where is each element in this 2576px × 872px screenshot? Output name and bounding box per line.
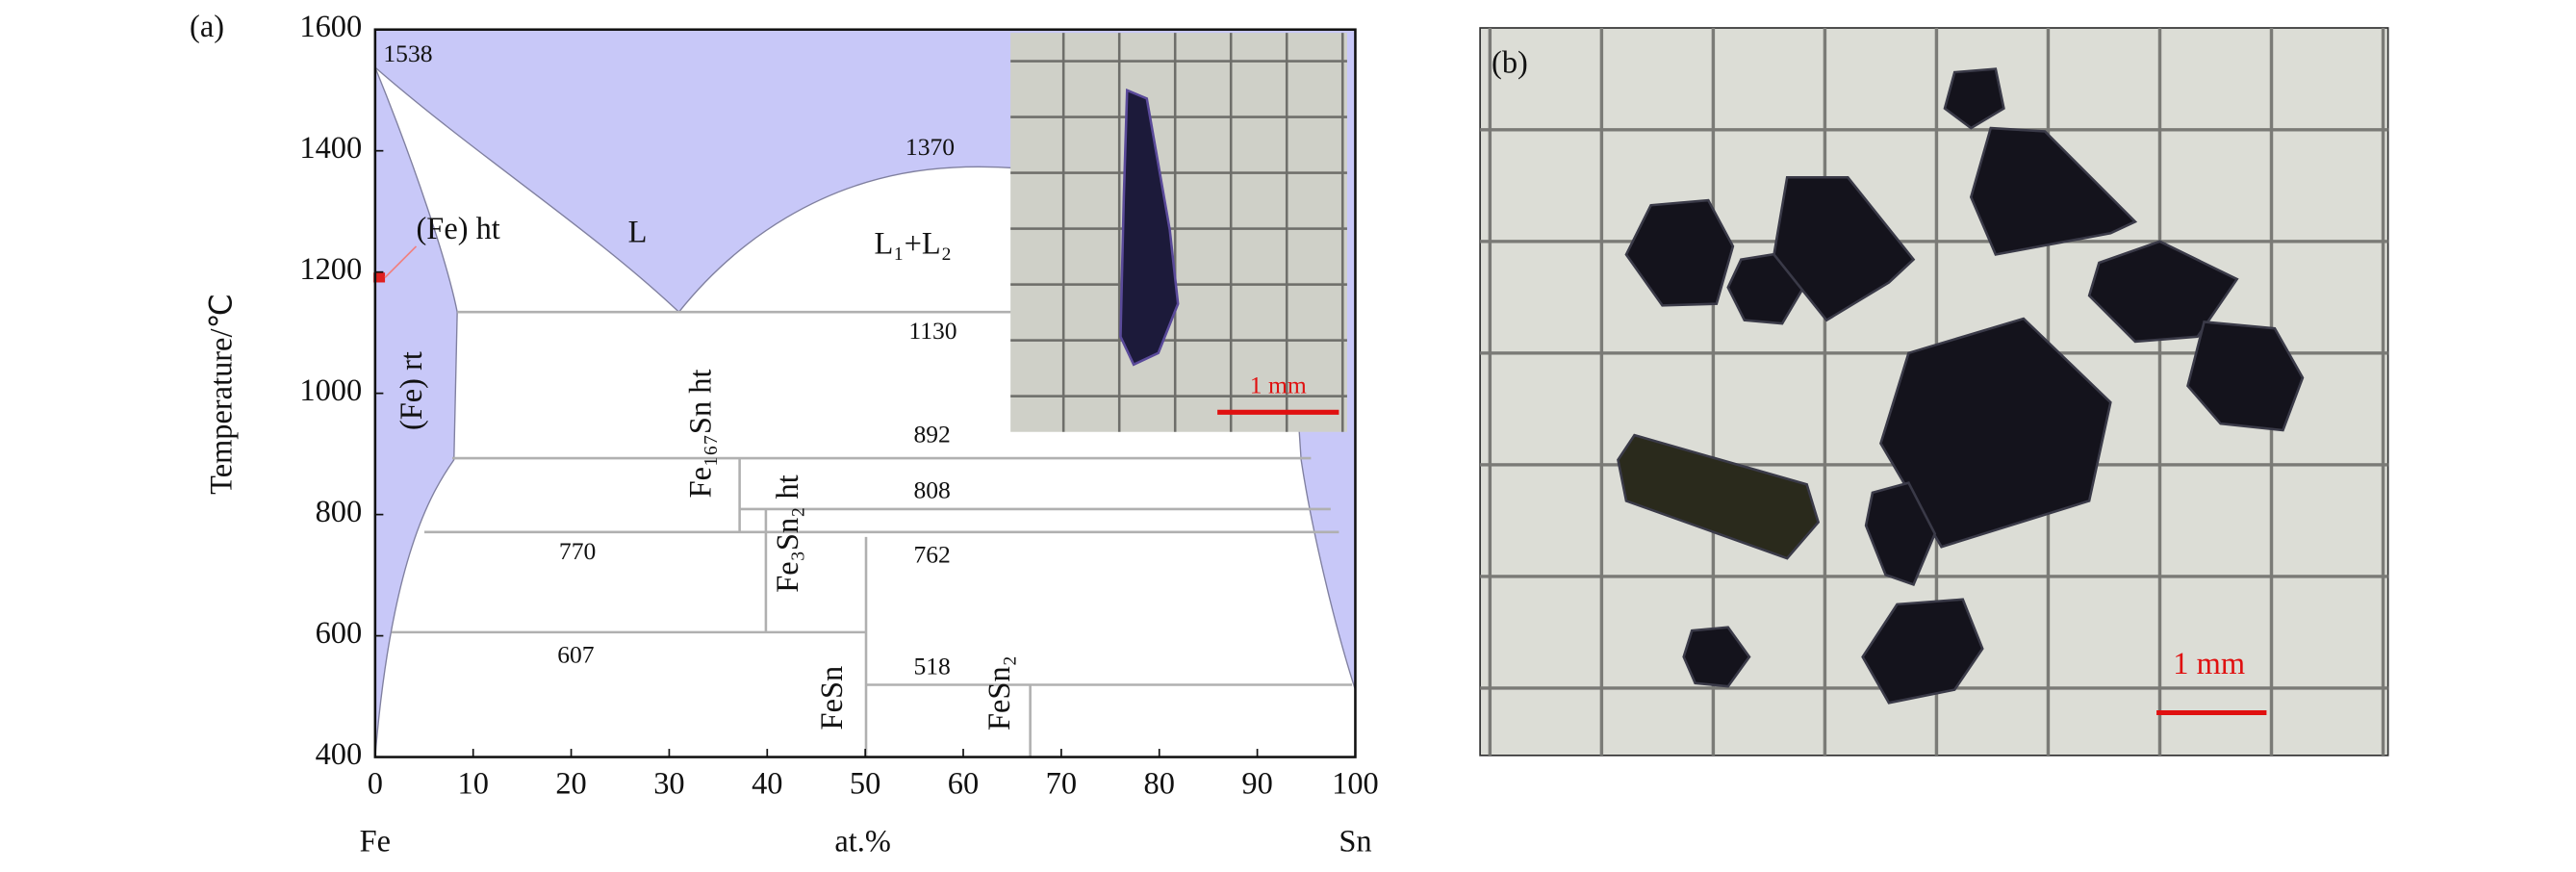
y-tick-label: 800 [316, 495, 363, 529]
y-axis-title: Temperature/℃ [204, 294, 239, 495]
y-tick-label: 600 [316, 616, 363, 651]
x-tick-label: 50 [850, 767, 880, 802]
phase-label: (Fe) ht [416, 212, 499, 246]
y-tick-label: 1200 [299, 252, 362, 287]
phase-label: Fe₁₆₇Sn ht [684, 370, 719, 499]
x-tick-label: 90 [1241, 767, 1272, 802]
x-tick-label: 10 [458, 767, 489, 802]
temp-label: 762 [913, 540, 950, 568]
x-tick-label: 60 [948, 767, 979, 802]
y-tick-label: 1400 [299, 131, 362, 166]
marker [373, 272, 386, 283]
temp-label: 518 [913, 652, 950, 680]
phase-label: L₁+L₂ [875, 226, 952, 261]
temp-label: 808 [913, 476, 950, 504]
temp-label: 892 [913, 421, 950, 449]
phase-label: L [628, 215, 648, 249]
x-tick-label: 100 [1332, 767, 1379, 802]
temp-label: 1130 [908, 317, 956, 345]
y-tick-label: 1000 [299, 373, 362, 408]
x-tick-label: 40 [752, 767, 782, 802]
inset-photo: 1 mm [1010, 33, 1347, 432]
temp-label: 1370 [905, 133, 955, 161]
y-tick-label: 400 [316, 737, 363, 772]
x-tick-label: 0 [368, 767, 383, 802]
temp-label: 1538 [383, 39, 432, 67]
x-end-label: Fe [360, 824, 391, 859]
panel-label: (b) [1492, 46, 1528, 81]
panel-label: (a) [190, 10, 224, 44]
phase-label: (Fe) rt [395, 351, 429, 430]
fe-solid-solution-region [374, 66, 458, 757]
x-tick-label: 70 [1046, 767, 1077, 802]
y-tick-label: 1600 [299, 10, 362, 44]
temp-label: 607 [557, 640, 595, 668]
leader-line [384, 245, 418, 278]
phase-lines [391, 310, 1353, 757]
x-tick-label: 20 [555, 767, 586, 802]
phase-label: FeSn [815, 666, 850, 731]
x-end-label: Sn [1339, 824, 1371, 859]
x-tick-label: 80 [1144, 767, 1175, 802]
liquid-boundary-region [374, 29, 1357, 690]
temp-label: 770 [559, 537, 596, 565]
scale-label: 1 mm [1250, 372, 1307, 399]
scale-label: 1 mm [2173, 647, 2245, 681]
phase-label: FeSn₂ [982, 655, 1017, 731]
axes: 0 10 20 30 40 50 60 70 80 90 100 400 600 800 1000 1200 1… [299, 10, 1378, 802]
photo: 1 mm (b) [1479, 27, 2389, 757]
x-tick-label: 30 [653, 767, 684, 802]
x-axis-title: at.% [834, 824, 890, 859]
phase-label: Fe₃Sn₂ ht [771, 474, 805, 593]
